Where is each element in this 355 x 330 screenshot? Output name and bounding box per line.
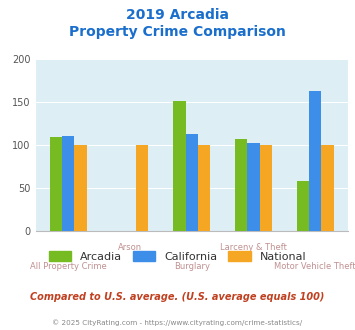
Text: Larceny & Theft: Larceny & Theft <box>220 243 287 252</box>
Text: Compared to U.S. average. (U.S. average equals 100): Compared to U.S. average. (U.S. average … <box>30 292 325 302</box>
Text: Arson: Arson <box>118 243 142 252</box>
Bar <box>75 145 87 231</box>
Bar <box>235 139 247 231</box>
Bar <box>173 101 186 231</box>
Text: All Property Crime: All Property Crime <box>30 262 106 271</box>
Legend: Arcadia, California, National: Arcadia, California, National <box>44 247 311 267</box>
Bar <box>62 136 75 231</box>
Text: Burglary: Burglary <box>174 262 210 271</box>
Bar <box>309 91 321 231</box>
Bar <box>136 145 148 231</box>
Text: © 2025 CityRating.com - https://www.cityrating.com/crime-statistics/: © 2025 CityRating.com - https://www.city… <box>53 319 302 326</box>
Bar <box>260 145 272 231</box>
Bar <box>186 134 198 231</box>
Text: Property Crime Comparison: Property Crime Comparison <box>69 25 286 39</box>
Text: Motor Vehicle Theft: Motor Vehicle Theft <box>274 262 355 271</box>
Text: 2019 Arcadia: 2019 Arcadia <box>126 8 229 22</box>
Bar <box>297 181 309 231</box>
Bar <box>321 145 334 231</box>
Bar <box>247 143 260 231</box>
Bar <box>198 145 210 231</box>
Bar <box>50 138 62 231</box>
